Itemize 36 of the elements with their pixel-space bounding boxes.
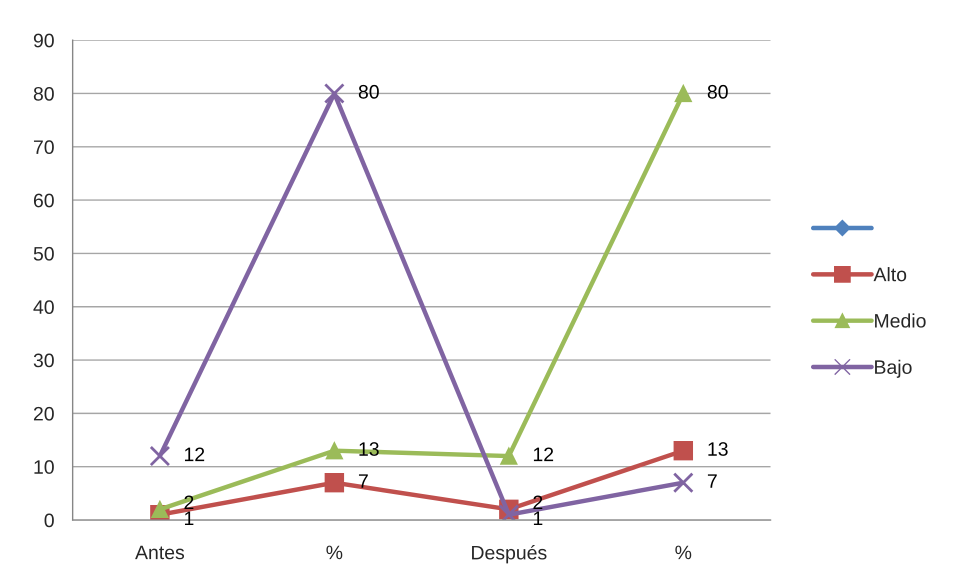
point [674, 84, 692, 102]
y-tick-label: 50 [34, 246, 54, 261]
data-label: 12 [534, 447, 554, 462]
y-tick-label: 90 [34, 34, 54, 48]
y-tick-label: 20 [34, 406, 54, 421]
data-label: 12 [184, 447, 204, 462]
x-tick-label: Antes [135, 546, 184, 560]
y-tick-label: 80 [34, 86, 54, 101]
point [324, 83, 345, 104]
point [674, 440, 694, 460]
x-tick-label: % [675, 546, 692, 560]
point [149, 446, 170, 466]
y-tick-label: 40 [33, 300, 54, 314]
point [326, 442, 344, 460]
legend-label: Bajo [875, 360, 912, 378]
x-tick-label: Después [472, 545, 547, 564]
y-tick-label: 0 [44, 513, 54, 528]
data-label: 1 [184, 512, 194, 526]
point [500, 447, 518, 465]
point [672, 472, 694, 494]
legend-label: Alto [874, 267, 906, 282]
data-label: 1 [534, 512, 542, 526]
data-label: 7 [358, 474, 368, 488]
y-tick-label: 30 [34, 354, 54, 368]
y-tick-label: 70 [34, 140, 54, 154]
data-label: 13 [708, 442, 728, 456]
data-label: 80 [708, 84, 728, 99]
y-tick-label: 60 [34, 194, 54, 208]
x-tick-label: % [326, 546, 342, 560]
point [324, 472, 344, 492]
point [151, 500, 169, 518]
data-label: 80 [358, 84, 379, 99]
data-label: 13 [359, 442, 379, 456]
y-tick-label: 10 [34, 460, 54, 474]
data-label: 7 [708, 474, 717, 488]
legend-label: Medio [875, 313, 926, 328]
